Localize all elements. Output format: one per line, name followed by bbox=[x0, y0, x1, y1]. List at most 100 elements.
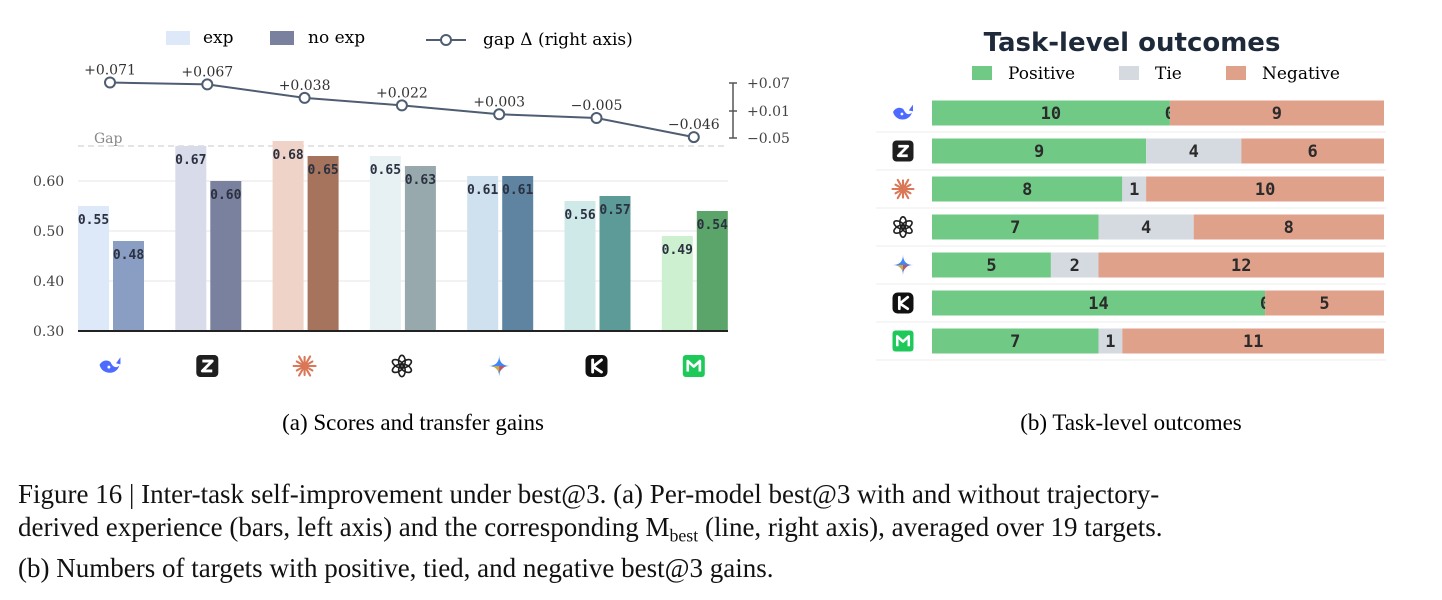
panel-a-chart: exp no exp gap Δ (right axis) +0.07 +0.0… bbox=[33, 28, 790, 378]
bar-no-exp bbox=[113, 241, 144, 331]
segment-positive-label: 10 bbox=[1041, 104, 1061, 124]
gap-value-label: +0.038 bbox=[279, 78, 331, 94]
bar-value-label-no-exp: 0.57 bbox=[599, 203, 630, 218]
segment-negative bbox=[1146, 176, 1384, 202]
segment-tie-label: 1 bbox=[1105, 332, 1115, 352]
segment-positive-label: 7 bbox=[1010, 218, 1020, 238]
gemini-sparkle-icon bbox=[488, 355, 511, 377]
legend-label-no-exp: no exp bbox=[308, 28, 365, 48]
segment-negative-label: 6 bbox=[1307, 142, 1317, 162]
gap-point bbox=[298, 91, 311, 104]
segment-negative-label: 9 bbox=[1272, 104, 1282, 124]
segment-positive bbox=[932, 252, 1051, 278]
y-tick-label: 0.50 bbox=[33, 224, 64, 240]
panel-b-title: Task-level outcomes bbox=[984, 28, 1281, 58]
bar-value-label-exp: 0.67 bbox=[175, 153, 206, 168]
segment-negative-label: 8 bbox=[1284, 218, 1294, 238]
legend-label-tie: Tie bbox=[1155, 64, 1182, 84]
gap-point bbox=[687, 131, 700, 144]
legend-marker-gap bbox=[440, 34, 452, 46]
segment-positive bbox=[932, 100, 1170, 126]
legend-swatch-tie bbox=[1119, 66, 1139, 80]
caption-subscript: best bbox=[669, 525, 699, 546]
bar-no-exp bbox=[210, 181, 242, 331]
bar-exp bbox=[661, 236, 693, 331]
segment-tie bbox=[1122, 176, 1147, 202]
gap-point bbox=[201, 78, 214, 91]
segment-negative-label: 10 bbox=[1255, 180, 1275, 200]
bar-no-exp bbox=[404, 166, 436, 331]
right-axis-tick-label: −0.05 bbox=[747, 131, 790, 147]
panel-b-caption: (b) Task-level outcomes bbox=[1020, 410, 1242, 435]
segment-positive-label: 14 bbox=[1088, 294, 1108, 314]
legend-swatch-negative bbox=[1226, 66, 1246, 80]
bar-no-exp bbox=[307, 156, 339, 331]
segment-positive bbox=[932, 290, 1266, 316]
gap-value-label: −0.046 bbox=[668, 117, 720, 133]
bar-value-label-no-exp: 0.60 bbox=[210, 188, 241, 203]
gemini-sparkle-icon bbox=[892, 254, 914, 276]
bar-exp bbox=[564, 201, 596, 331]
segment-positive bbox=[932, 328, 1099, 354]
segment-positive bbox=[932, 138, 1147, 164]
caption-line-3: (b) Numbers of targets with positive, ti… bbox=[18, 553, 774, 584]
segment-negative bbox=[1265, 290, 1384, 316]
y-tick-label: 0.40 bbox=[33, 274, 64, 290]
segment-negative-label: 11 bbox=[1243, 332, 1263, 352]
bar-value-label-no-exp: 0.61 bbox=[502, 183, 533, 198]
panel-b-chart: Task-level outcomes Positive Tie Negativ… bbox=[876, 28, 1386, 361]
gap-label: Gap bbox=[94, 131, 123, 147]
minimax-m-icon bbox=[892, 330, 914, 352]
segment-tie-label: 4 bbox=[1189, 142, 1199, 162]
segment-positive bbox=[932, 214, 1099, 240]
bar-no-exp bbox=[696, 211, 728, 331]
bar-value-label-exp: 0.55 bbox=[78, 213, 109, 228]
segment-negative-label: 12 bbox=[1231, 256, 1251, 276]
gap-point bbox=[395, 99, 408, 112]
right-axis-tick-label: +0.01 bbox=[747, 104, 790, 120]
segment-positive-label: 8 bbox=[1022, 180, 1032, 200]
segment-tie-label: 2 bbox=[1070, 256, 1080, 276]
segment-tie-label: 1 bbox=[1129, 180, 1139, 200]
segment-positive-label: 9 bbox=[1034, 142, 1044, 162]
deepseek-whale-icon bbox=[893, 104, 913, 120]
claude-asterisk-icon bbox=[292, 355, 317, 377]
zhipu-z-icon bbox=[892, 140, 914, 162]
legend-label-negative: Negative bbox=[1262, 64, 1340, 84]
segment-negative bbox=[1241, 138, 1384, 164]
bar-no-exp bbox=[502, 176, 534, 331]
caption-line-2a: derived experience (bars, left axis) and… bbox=[18, 512, 670, 542]
openai-knot-icon bbox=[391, 354, 413, 378]
segment-tie bbox=[1098, 328, 1123, 354]
gap-value-label: +0.003 bbox=[473, 94, 525, 110]
bar-value-label-exp: 0.65 bbox=[370, 163, 401, 178]
kimi-k-icon bbox=[892, 292, 914, 314]
segment-negative bbox=[1122, 328, 1384, 354]
claude-asterisk-icon bbox=[891, 178, 915, 200]
gap-point bbox=[590, 112, 603, 124]
gap-value-label: −0.005 bbox=[571, 98, 623, 114]
bar-value-label-exp: 0.49 bbox=[662, 243, 693, 258]
gap-value-label: +0.071 bbox=[84, 63, 136, 79]
gap-value-label: +0.067 bbox=[181, 64, 233, 80]
gap-point bbox=[493, 108, 506, 121]
bar-value-label-no-exp: 0.48 bbox=[113, 248, 144, 263]
segment-negative bbox=[1169, 100, 1384, 126]
openai-knot-icon bbox=[893, 216, 913, 238]
bar-value-label-exp: 0.68 bbox=[272, 148, 303, 163]
bar-value-label-exp: 0.61 bbox=[467, 183, 498, 198]
legend-label-gap: gap Δ (right axis) bbox=[483, 30, 633, 50]
caption-line-1: Figure 16 | Inter-task self-improvement … bbox=[18, 479, 1160, 509]
bar-exp bbox=[467, 176, 499, 331]
kimi-k-icon bbox=[585, 355, 608, 377]
gap-point bbox=[104, 76, 116, 89]
gap-value-label: +0.022 bbox=[376, 85, 428, 101]
right-axis-tick-label: +0.07 bbox=[747, 76, 790, 92]
figure-caption: Figure 16 | Inter-task self-improvement … bbox=[18, 478, 1428, 585]
zhipu-z-icon bbox=[196, 355, 219, 377]
y-tick-label: 0.30 bbox=[33, 324, 64, 340]
bar-value-label-no-exp: 0.63 bbox=[405, 173, 436, 188]
segment-negative bbox=[1098, 252, 1384, 278]
bar-value-label-exp: 0.56 bbox=[564, 208, 595, 223]
